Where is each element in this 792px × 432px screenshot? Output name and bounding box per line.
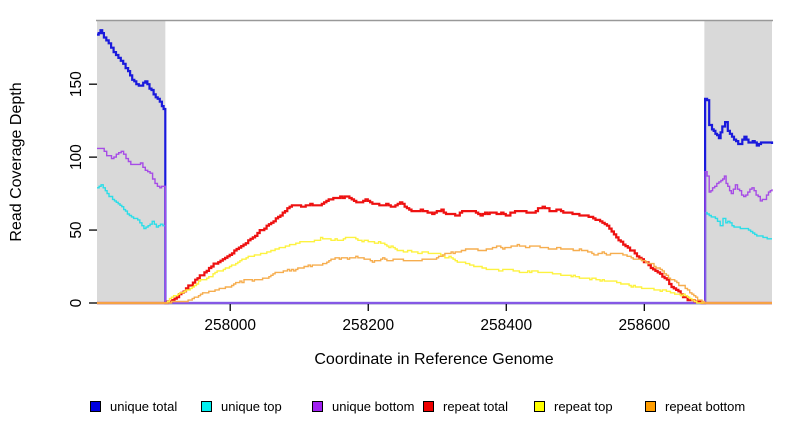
legend-swatch-unique-bottom-icon <box>312 400 323 412</box>
legend-label: unique total <box>110 398 178 414</box>
y-tick-label: 150 <box>68 71 85 97</box>
legend: unique total unique top unique bottom re… <box>90 397 756 415</box>
plot-area: 258000 258200 258400 258600 0 50 100 150 <box>68 19 774 334</box>
legend-item-unique-total: unique total <box>90 399 201 414</box>
y-tick-label: 0 <box>68 298 85 307</box>
coverage-plot: 258000 258200 258400 258600 0 50 100 150 Coordi… <box>8 19 774 368</box>
legend-item-repeat-total: repeat total <box>423 399 534 414</box>
x-tick-label: 258400 <box>480 317 532 334</box>
legend-item-unique-top: unique top <box>201 399 312 414</box>
legend-swatch-repeat-top-icon <box>534 400 545 412</box>
legend-label: repeat top <box>554 398 613 414</box>
x-tick-label: 258600 <box>618 317 670 334</box>
series-unique-total <box>97 29 774 305</box>
x-tick-label: 258000 <box>204 317 256 334</box>
y-tick-label: 50 <box>68 221 85 239</box>
legend-swatch-unique-total-icon <box>90 400 101 412</box>
series-unique-bottom <box>97 147 773 304</box>
legend-swatch-repeat-total-icon <box>423 400 434 412</box>
shaded-region <box>704 20 772 303</box>
legend-swatch-repeat-bottom-icon <box>645 400 656 412</box>
legend-label: repeat total <box>443 398 509 414</box>
legend-label: repeat bottom <box>665 398 746 414</box>
y-axis-title: Read Coverage Depth <box>8 82 25 241</box>
x-axis-title: Coordinate in Reference Genome <box>314 351 553 368</box>
legend-label: unique top <box>221 398 282 414</box>
series-repeat-bottom <box>97 243 772 304</box>
legend-item-repeat-bottom: repeat bottom <box>645 399 756 414</box>
x-tick-label: 258200 <box>342 317 394 334</box>
legend-swatch-unique-top-icon <box>201 400 212 412</box>
legend-item-repeat-top: repeat top <box>534 399 645 414</box>
legend-item-unique-bottom: unique bottom <box>312 399 423 414</box>
legend-label: unique bottom <box>332 398 415 414</box>
series-repeat-total <box>97 195 772 305</box>
y-tick-label: 100 <box>68 144 85 170</box>
series-repeat-top <box>97 236 772 304</box>
